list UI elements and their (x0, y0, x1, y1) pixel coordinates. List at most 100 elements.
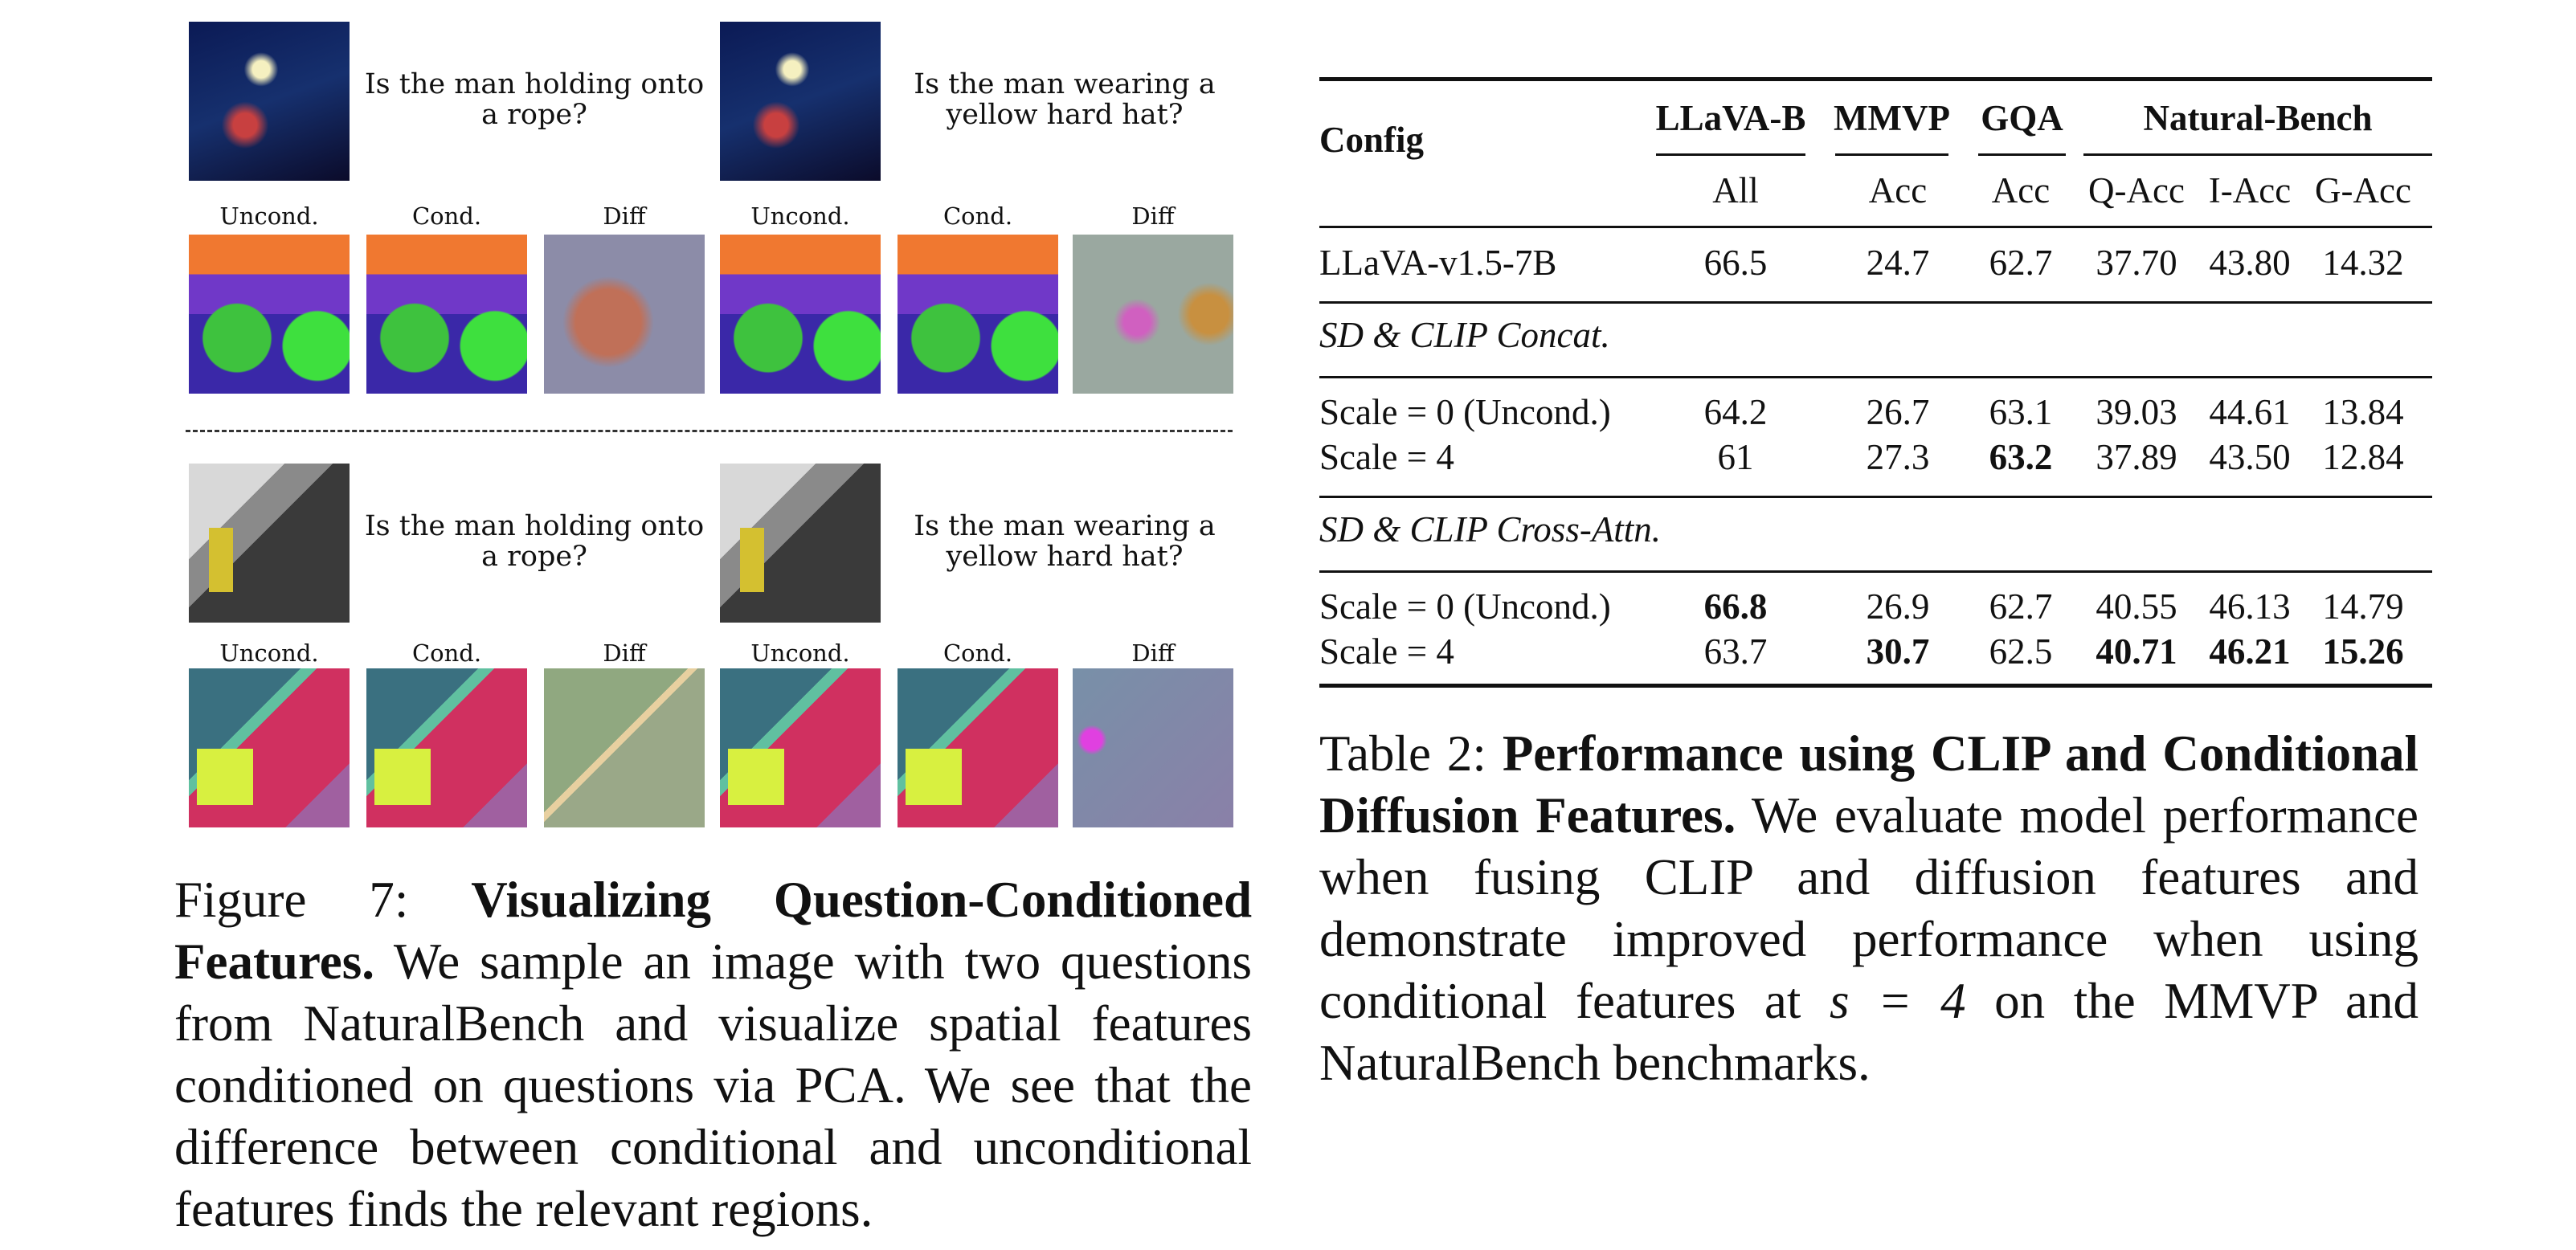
cell: 63.2 (1989, 437, 2053, 477)
caption-title: Visualizing Question-Conditioned Feature… (174, 872, 1252, 990)
cell: 26.7 (1866, 392, 1930, 432)
section-title: SD & CLIP Concat. (1319, 315, 1610, 355)
feature-map (720, 668, 881, 827)
photo (720, 464, 881, 623)
cell: 61 (1717, 437, 1754, 477)
cell: 62.7 (1989, 243, 2053, 283)
panel-label: Diff (1131, 639, 1175, 667)
panel-label: Cond. (942, 639, 1013, 667)
cell: 43.80 (2209, 243, 2291, 283)
panel-label: Diff (1131, 202, 1175, 230)
cell: 39.03 (2096, 392, 2177, 432)
cell: 63.7 (1703, 631, 1768, 672)
caption-math: s = 4 (1829, 973, 1966, 1029)
caption-title: Performance using CLIP and Conditional D… (1319, 725, 2419, 844)
cell: 24.7 (1866, 243, 1930, 283)
caption-text: We evaluate model performance when fusin… (1319, 787, 2419, 1029)
group-header: GQA (1981, 98, 2063, 138)
cell: 37.89 (2096, 437, 2177, 477)
row-label: Scale = 4 (1319, 437, 1454, 477)
photo (720, 22, 881, 181)
rule (1978, 153, 2066, 156)
rule (1319, 570, 2432, 573)
panel-label: Uncond. (219, 202, 319, 230)
cell: 26.9 (1866, 586, 1930, 627)
question: Is the man holding onto a rope? (364, 68, 705, 131)
feature-map (720, 235, 881, 394)
subheader: Q-Acc (2088, 170, 2185, 210)
cell: 40.71 (2096, 631, 2177, 672)
rule (1319, 226, 2432, 228)
panel-label: Cond. (411, 639, 482, 667)
cell: 44.61 (2209, 392, 2291, 432)
panel-label: Uncond. (750, 639, 850, 667)
feature-map (189, 668, 350, 827)
caption-text: We sample an image with two questions fr… (174, 933, 1252, 1237)
figure-caption: Figure 7: Visualizing Question-Condition… (174, 869, 1252, 1240)
rule (1319, 496, 2432, 498)
cell: 40.55 (2096, 586, 2177, 627)
panel-label: Cond. (411, 202, 482, 230)
subheader: All (1712, 170, 1759, 210)
question: Is the man holding onto a rope? (364, 510, 705, 573)
rule (1319, 684, 2432, 688)
divider (186, 430, 1233, 432)
cell: 15.26 (2322, 631, 2404, 672)
feature-map (544, 235, 705, 394)
panel-label: Uncond. (750, 202, 850, 230)
rule (2083, 153, 2432, 156)
cell: 27.3 (1866, 437, 1930, 477)
group-header: MMVP (1834, 98, 1950, 138)
cell: 37.70 (2096, 243, 2177, 283)
row-label: Scale = 4 (1319, 631, 1454, 672)
cell: 66.5 (1703, 243, 1768, 283)
feature-map (1073, 668, 1233, 827)
rule (1835, 153, 1948, 156)
photo (189, 22, 350, 181)
cell: 66.8 (1703, 586, 1768, 627)
table-caption: Table 2: Performance using CLIP and Cond… (1319, 723, 2419, 1094)
caption-text: on the MMVP and NaturalBench benchmarks. (1319, 973, 2419, 1091)
feature-map (898, 235, 1058, 394)
cell: 62.5 (1989, 631, 2053, 672)
figure: Is the man holding onto a rope? Is the m… (0, 0, 1270, 1250)
subheader: G-Acc (2315, 170, 2411, 210)
feature-map (544, 668, 705, 827)
rule (1319, 376, 2432, 378)
cell: 30.7 (1866, 631, 1930, 672)
row-label: Scale = 0 (Uncond.) (1319, 392, 1611, 432)
rule (1319, 77, 2432, 81)
cell: 13.84 (2322, 392, 2404, 432)
feature-map (366, 235, 527, 394)
cell: 14.79 (2322, 586, 2404, 627)
feature-map (189, 235, 350, 394)
question: Is the man wearing a yellow hard hat? (914, 510, 1216, 573)
cell: 12.84 (2322, 437, 2404, 477)
subheader: Acc (1868, 170, 1928, 210)
section-title: SD & CLIP Cross-Attn. (1319, 509, 1662, 549)
panel-label: Uncond. (219, 639, 319, 667)
cell: 64.2 (1703, 392, 1768, 432)
rule (1319, 301, 2432, 304)
subheader: I-Acc (2208, 170, 2292, 210)
feature-map (898, 668, 1058, 827)
photo (189, 464, 350, 623)
cell: 14.32 (2322, 243, 2404, 283)
rule (1656, 153, 1805, 156)
panel-label: Diff (603, 639, 646, 667)
group-header: LLaVA-B (1655, 98, 1806, 138)
cell: 46.13 (2209, 586, 2291, 627)
caption-label: Table 2: (1319, 725, 1486, 782)
group-header: Natural-Bench (2143, 98, 2373, 138)
panel-label: Diff (603, 202, 646, 230)
cell: 63.1 (1989, 392, 2053, 432)
panel-label: Cond. (942, 202, 1013, 230)
feature-map (1073, 235, 1233, 394)
cell: 62.7 (1989, 586, 2053, 627)
cell: 43.50 (2209, 437, 2291, 477)
feature-map (366, 668, 527, 827)
subheader: Acc (1991, 170, 2051, 210)
caption-label: Figure 7: (174, 872, 409, 928)
question: Is the man wearing a yellow hard hat? (914, 68, 1216, 131)
